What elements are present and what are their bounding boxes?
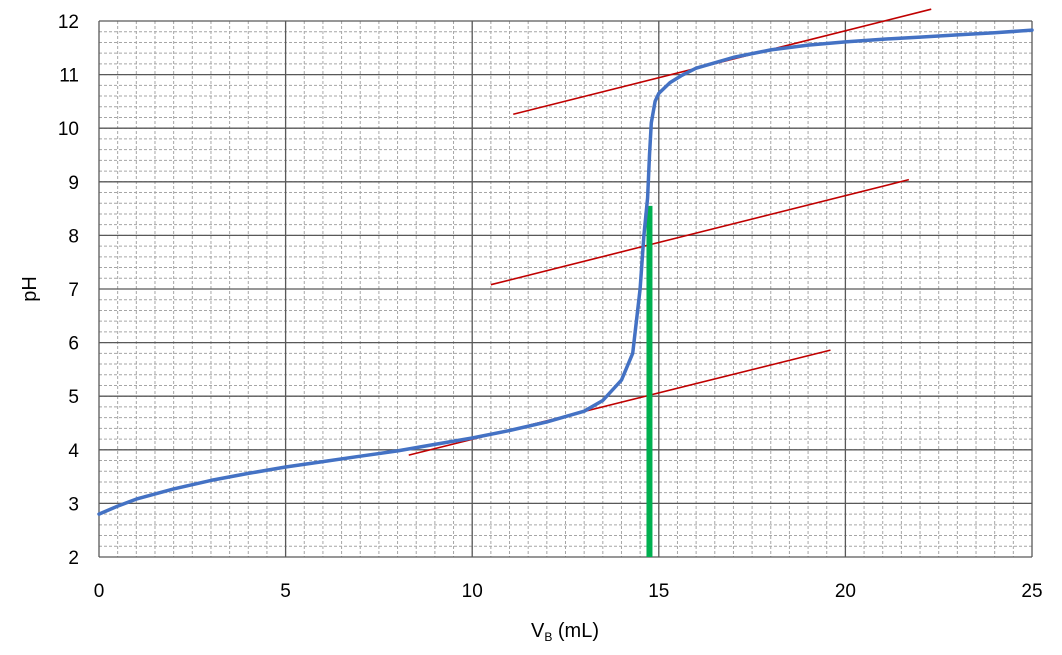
y-tick-label: 10 bbox=[58, 119, 79, 140]
y-tick-label: 5 bbox=[68, 387, 79, 408]
titration-curve bbox=[97, 28, 1034, 516]
x-tick-label: 15 bbox=[648, 581, 669, 602]
y-axis-label: pH bbox=[19, 276, 41, 302]
y-tick-label: 12 bbox=[58, 12, 79, 33]
y-tick-label: 7 bbox=[68, 280, 79, 301]
plot-lines bbox=[97, 8, 1034, 557]
x-tick-label: 20 bbox=[835, 581, 856, 602]
x-tick-label: 5 bbox=[280, 581, 291, 602]
x-axis-label: VB (mL) bbox=[531, 620, 599, 644]
y-tick-label: 4 bbox=[68, 441, 79, 462]
y-tick-label: 9 bbox=[68, 173, 79, 194]
tick-labels: 0 5 10 15 20 25 2 3 4 5 6 7 8 9 10 11 12 bbox=[58, 12, 1043, 602]
x-tick-label: 25 bbox=[1021, 581, 1042, 602]
x-tick-label: 0 bbox=[94, 581, 105, 602]
tangent-line bbox=[490, 178, 910, 286]
y-tick-label: 6 bbox=[68, 334, 79, 355]
y-tick-label: 8 bbox=[68, 226, 79, 247]
x-tick-label: 10 bbox=[462, 581, 483, 602]
y-tick-label: 11 bbox=[59, 66, 79, 87]
y-tick-label: 2 bbox=[68, 548, 79, 569]
y-tick-label: 3 bbox=[68, 494, 79, 515]
